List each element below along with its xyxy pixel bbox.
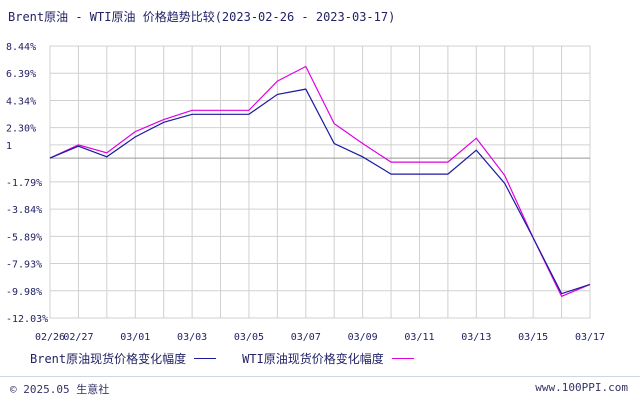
- y-tick-label: 2.30%: [6, 124, 36, 135]
- y-tick-label: 6.39%: [6, 69, 36, 80]
- y-tick-label: 1: [6, 141, 12, 152]
- legend-brent-label: Brent原油现货价格变化幅度: [30, 352, 187, 366]
- x-tick-label: 03/09: [348, 332, 378, 343]
- legend: Brent原油现货价格变化幅度 WTI原油现货价格变化幅度: [30, 350, 440, 367]
- x-tick-label: 03/03: [177, 332, 207, 343]
- x-tick-label: 03/17: [575, 332, 605, 343]
- legend-brent-swatch: [194, 358, 217, 359]
- y-tick-label: -1.79%: [6, 178, 42, 189]
- line-chart: 8.44% 6.39% 4.34% 2.30% 1 -1.79% -3.84% -5.89% -…: [6, 42, 605, 343]
- y-tick-label: 8.44%: [6, 42, 36, 53]
- y-tick-label: -9.98%: [6, 287, 42, 298]
- chart-title: Brent原油 - WTI原油 价格趋势比较(2023-02-26 - 2023…: [8, 10, 396, 24]
- legend-wti-label: WTI原油现货价格变化幅度: [242, 352, 384, 366]
- x-tick-label: 03/01: [120, 332, 150, 343]
- footer: © 2025.05 生意社 www.100PPI.com: [0, 376, 640, 401]
- x-tick-label: 03/07: [291, 332, 321, 343]
- y-tick-label: -3.84%: [6, 205, 42, 216]
- x-tick-label: 03/05: [234, 332, 264, 343]
- footer-site-link[interactable]: www.100PPI.com: [535, 381, 628, 394]
- series-line: [49, 88, 591, 295]
- x-tick-label: 03/11: [404, 332, 434, 343]
- legend-wti-swatch: [391, 358, 414, 359]
- x-tick-label: 02/27: [63, 332, 93, 343]
- x-tick-label: 03/13: [461, 332, 491, 343]
- footer-copyright: © 2025.05 生意社: [10, 383, 110, 396]
- x-tick-label: 03/15: [518, 332, 548, 343]
- y-tick-label: -7.93%: [6, 260, 42, 271]
- y-tick-label: -5.89%: [6, 232, 42, 243]
- y-tick-label: 4.34%: [6, 96, 36, 107]
- x-tick-label: 02/26: [35, 332, 65, 343]
- y-tick-label: -12.03%: [6, 314, 48, 325]
- series-line: [49, 65, 591, 298]
